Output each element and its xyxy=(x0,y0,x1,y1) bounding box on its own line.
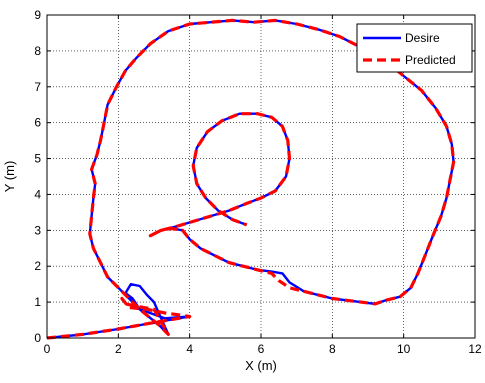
x-tick-label: 12 xyxy=(468,342,482,356)
x-tick-label: 4 xyxy=(186,342,193,356)
y-tick-label: 9 xyxy=(34,8,41,22)
y-tick-label: 5 xyxy=(34,152,41,166)
x-tick-label: 10 xyxy=(397,342,411,356)
y-tick-label: 7 xyxy=(34,80,41,94)
x-tick-label: 0 xyxy=(44,342,51,356)
y-tick-label: 0 xyxy=(34,331,41,345)
legend-label-desire: Desire xyxy=(405,31,440,45)
y-tick-label: 3 xyxy=(34,223,41,237)
y-tick-label: 1 xyxy=(34,295,41,309)
x-tick-label: 2 xyxy=(115,342,122,356)
y-tick-label: 6 xyxy=(34,116,41,130)
y-tick-label: 8 xyxy=(34,44,41,58)
x-tick-label: 8 xyxy=(329,342,336,356)
y-tick-label: 4 xyxy=(34,187,41,201)
legend-label-predicted: Predicted xyxy=(405,53,456,67)
y-axis-title: Y (m) xyxy=(2,161,17,193)
y-tick-label: 2 xyxy=(34,259,41,273)
x-axis-title: X (m) xyxy=(245,358,277,373)
x-tick-label: 6 xyxy=(258,342,265,356)
